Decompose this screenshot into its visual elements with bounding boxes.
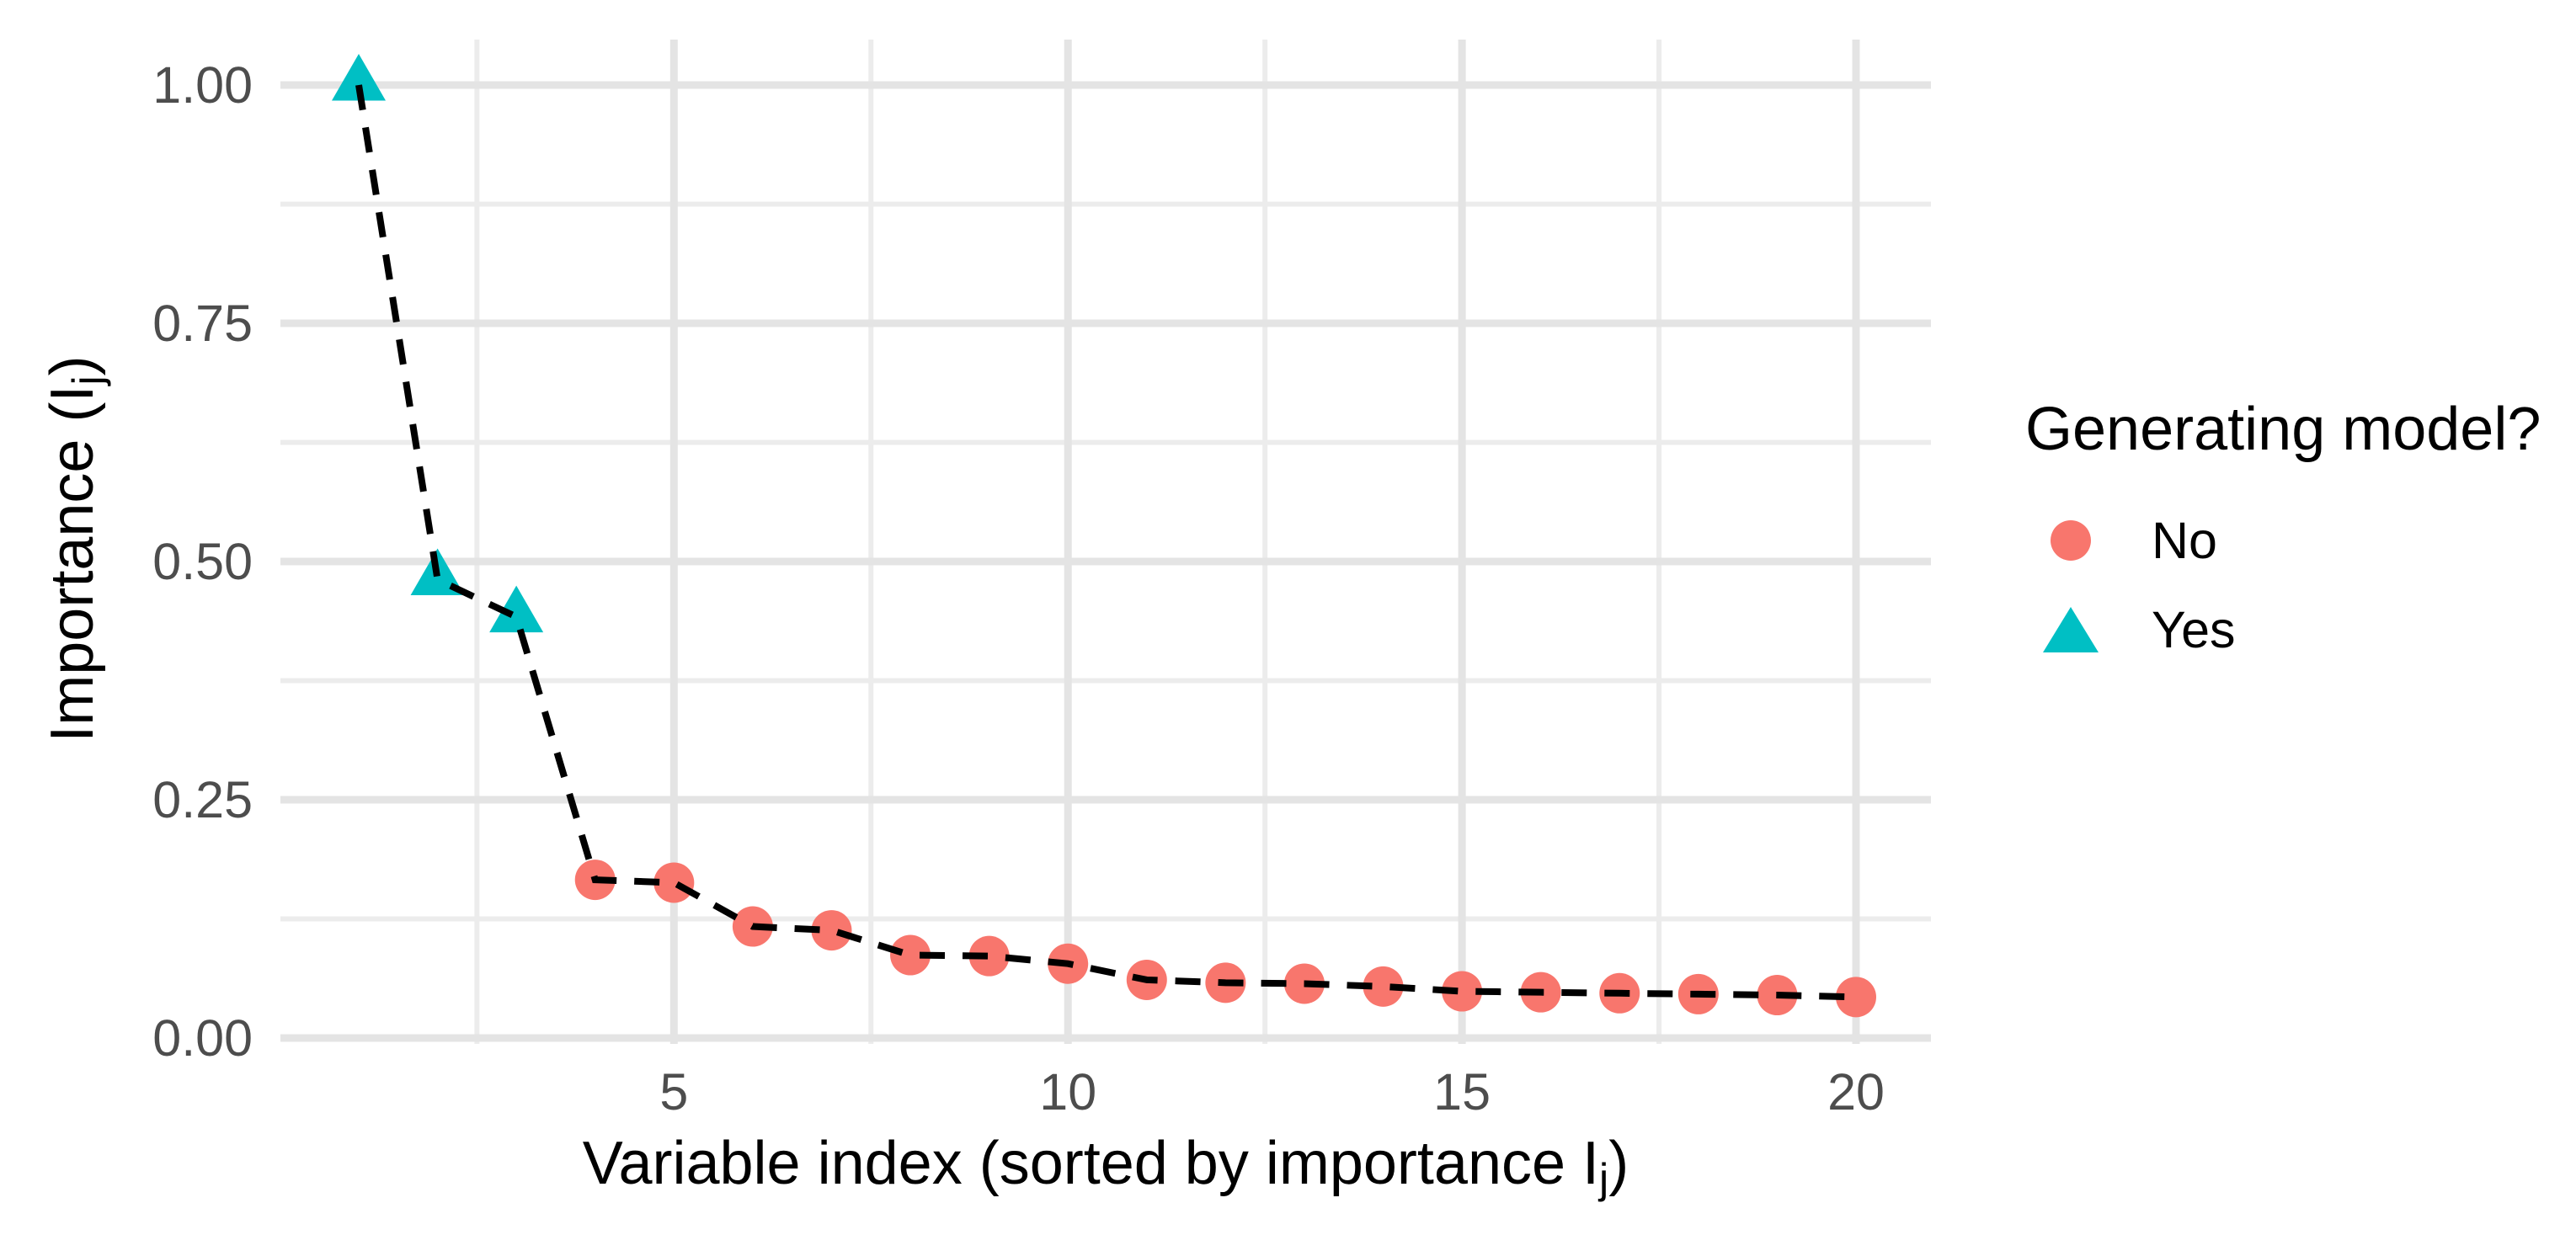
data-point-circle	[890, 934, 931, 976]
data-point-circle	[1442, 971, 1483, 1012]
x-axis-title-close: )	[1608, 1130, 1629, 1197]
x-axis-title-subscript: j	[1599, 1154, 1609, 1203]
legend-item-no: No	[2025, 496, 2217, 585]
x-axis-title: Variable index (sorted by importance Ij)	[280, 1132, 1931, 1210]
dashed-trend-line	[355, 84, 1857, 1001]
x-tick-label: 10	[1039, 1063, 1097, 1121]
circle-marker-icon	[2051, 520, 2091, 561]
legend-label-yes: Yes	[2152, 601, 2236, 658]
y-tick-label: 0.50	[152, 533, 253, 590]
data-point-circle	[653, 862, 695, 903]
y-axis-title-text: Importance (I	[38, 385, 106, 743]
data-point-triangle	[489, 585, 544, 633]
y-tick-label: 0.25	[152, 771, 253, 828]
x-tick-label: 5	[659, 1063, 689, 1121]
x-tick-label: 20	[1827, 1063, 1885, 1121]
data-point-circle	[1363, 966, 1404, 1007]
data-point-circle	[968, 935, 1010, 977]
data-point-circle	[811, 910, 852, 951]
y-tick-label: 1.00	[152, 56, 253, 114]
data-point-circle	[1836, 977, 1877, 1018]
y-tick-label: 0.00	[152, 1009, 253, 1067]
legend-label-no: No	[2152, 512, 2217, 569]
y-axis-title: Importance (Ij)	[38, 212, 119, 886]
data-point-triangle	[332, 54, 386, 101]
y-axis-title-close: )	[38, 355, 106, 376]
legend-key-yes	[2042, 601, 2099, 658]
legend-key-no	[2042, 512, 2099, 569]
y-tick-label: 0.75	[152, 295, 253, 352]
x-axis-title-text: Variable index (sorted by importance I	[582, 1130, 1600, 1197]
legend-item-yes: Yes	[2025, 585, 2236, 674]
x-tick-label: 15	[1433, 1063, 1491, 1121]
y-axis-title-subscript: j	[63, 375, 112, 386]
legend-title: Generating model?	[2025, 396, 2541, 463]
triangle-marker-icon	[2043, 607, 2099, 652]
